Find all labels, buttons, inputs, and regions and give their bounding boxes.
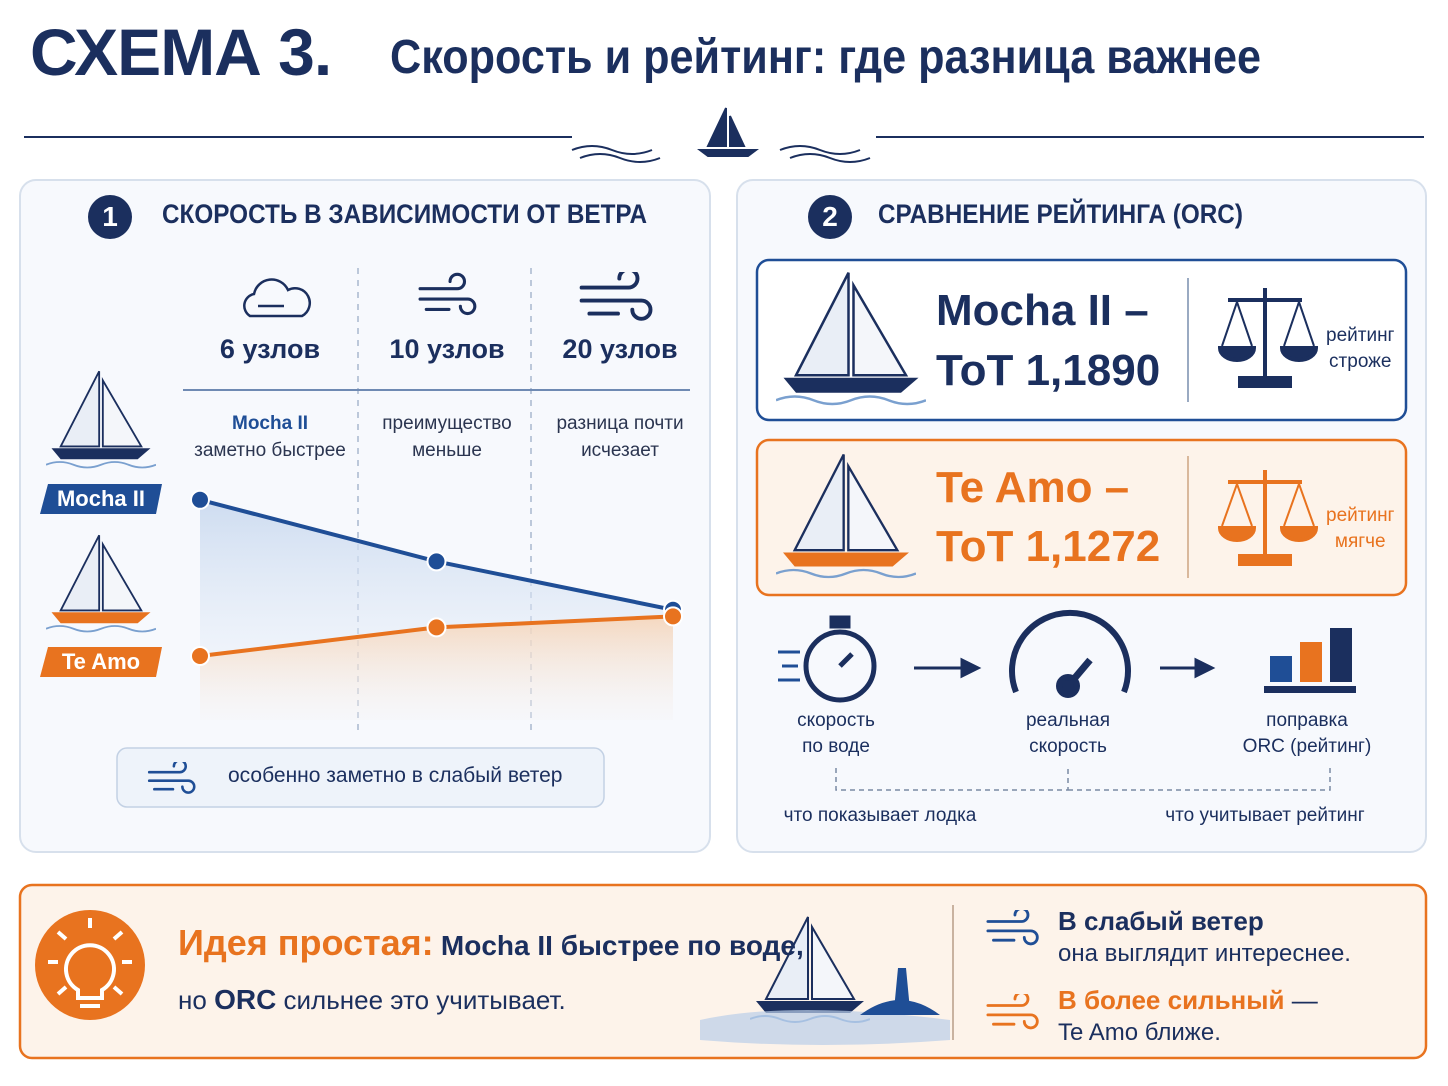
- card-tot: ToT 1,1272: [936, 522, 1161, 571]
- column-note: разница почти исчезает: [556, 410, 683, 464]
- column-note: преимущество меньше: [382, 410, 511, 464]
- stopwatch-icon: [778, 615, 877, 703]
- legend-label: Te Amo: [61, 649, 141, 674]
- card-note: рейтинг мягче: [1326, 503, 1395, 555]
- note-line: по воде: [802, 736, 870, 757]
- idea-lead: Идея простая:: [178, 922, 434, 963]
- category-label: 20 узлов: [562, 334, 678, 364]
- note-line: строже: [1329, 351, 1392, 372]
- speed-chart: [190, 489, 683, 720]
- brackets: [835, 768, 1331, 791]
- note-line: поправка: [1266, 710, 1348, 731]
- badge-number: 2: [822, 201, 838, 232]
- gauge-icon: [1009, 609, 1131, 698]
- data-point: [190, 646, 210, 666]
- tip-line: В более сильный —: [1058, 985, 1318, 1016]
- scales-icon: [1217, 288, 1319, 388]
- column-note: Mocha II заметно быстрее: [194, 410, 346, 464]
- note-line: скорость: [797, 710, 875, 731]
- flow-label: реальная скорость: [1026, 708, 1110, 760]
- note-line: преимущество: [382, 413, 512, 434]
- bulb-icon: [48, 918, 132, 1008]
- divider: [24, 107, 1424, 163]
- subtitle: Скорость и рейтинг: где разница важнее: [390, 31, 1262, 84]
- tip-strong: В более сильный: [1058, 985, 1285, 1015]
- data-point: [663, 606, 683, 627]
- note-line: реальная: [1025, 710, 1111, 731]
- data-point: [190, 489, 210, 510]
- note-line: рейтинг: [1326, 325, 1395, 346]
- data-point: [426, 617, 447, 638]
- note-line: рейтинг: [1326, 505, 1395, 526]
- tip-text: Te Amo ближе.: [1058, 1019, 1221, 1046]
- flow-label: поправка ORC (рейтинг): [1243, 708, 1372, 760]
- idea-banner: [18, 883, 1428, 1060]
- idea-line: Идея простая: Mocha II быстрее по воде,: [178, 922, 804, 964]
- note-line: разница почти: [556, 413, 684, 434]
- category-label: 10 узлов: [389, 334, 505, 364]
- idea-line: но ORC сильнее это учитывает.: [178, 984, 566, 1016]
- note-line: мягче: [1334, 531, 1386, 552]
- note-line: Mocha II: [231, 413, 309, 434]
- card-name: Mocha II –: [936, 286, 1149, 335]
- number-badge: [88, 195, 132, 239]
- note-line: исчезает: [581, 440, 659, 461]
- bracket-label: что учитывает рейтинг: [1165, 805, 1365, 826]
- bars-icon: [1264, 628, 1356, 693]
- card-name: Te Amo –: [936, 463, 1130, 512]
- idea-text: сильнее это учитывает.: [283, 985, 566, 1015]
- idea-text: но: [178, 985, 207, 1015]
- panel-heading: СРАВНЕНИЕ РЕЙТИНГА (ORC): [878, 199, 1243, 229]
- cloud-icon: [243, 278, 312, 318]
- idea-text: Mocha II быстрее по воде,: [440, 930, 804, 961]
- scales-icon: [1217, 470, 1319, 566]
- footnote: особенно заметно в слабый ветер: [228, 764, 563, 787]
- badge-number: 1: [102, 201, 118, 232]
- note-line: меньше: [412, 440, 482, 461]
- legend-banner: [40, 484, 162, 514]
- number-badge: [808, 195, 852, 239]
- tip-strong: В слабый ветер: [1058, 906, 1264, 936]
- tip-text: она выглядит интереснее.: [1058, 940, 1351, 967]
- legend-banner: [40, 647, 162, 677]
- card-tot: ToT 1,1890: [936, 346, 1161, 395]
- note-line: ORC (рейтинг): [1242, 736, 1372, 757]
- note-line: скорость: [1029, 736, 1107, 757]
- title: СХЕМА 3.: [30, 15, 332, 89]
- card-note: рейтинг строже: [1326, 323, 1395, 375]
- tip-dash: —: [1291, 985, 1318, 1015]
- legend-label: Mocha II: [56, 486, 145, 511]
- flow-label: скорость по воде: [797, 708, 875, 760]
- category-label: 6 узлов: [219, 334, 321, 364]
- bracket-label: что показывает лодка: [783, 805, 977, 826]
- note-line: заметно быстрее: [194, 440, 346, 461]
- sea: [700, 1010, 950, 1045]
- flow-arrows: [914, 657, 1216, 679]
- panel-heading: СКОРОСТЬ В ЗАВИСИМОСТИ ОТ ВЕТРА: [162, 199, 648, 229]
- idea-text: ORC: [214, 984, 277, 1015]
- footnote-box: [116, 747, 605, 808]
- lighthouse: [860, 968, 940, 1015]
- data-point: [426, 551, 447, 572]
